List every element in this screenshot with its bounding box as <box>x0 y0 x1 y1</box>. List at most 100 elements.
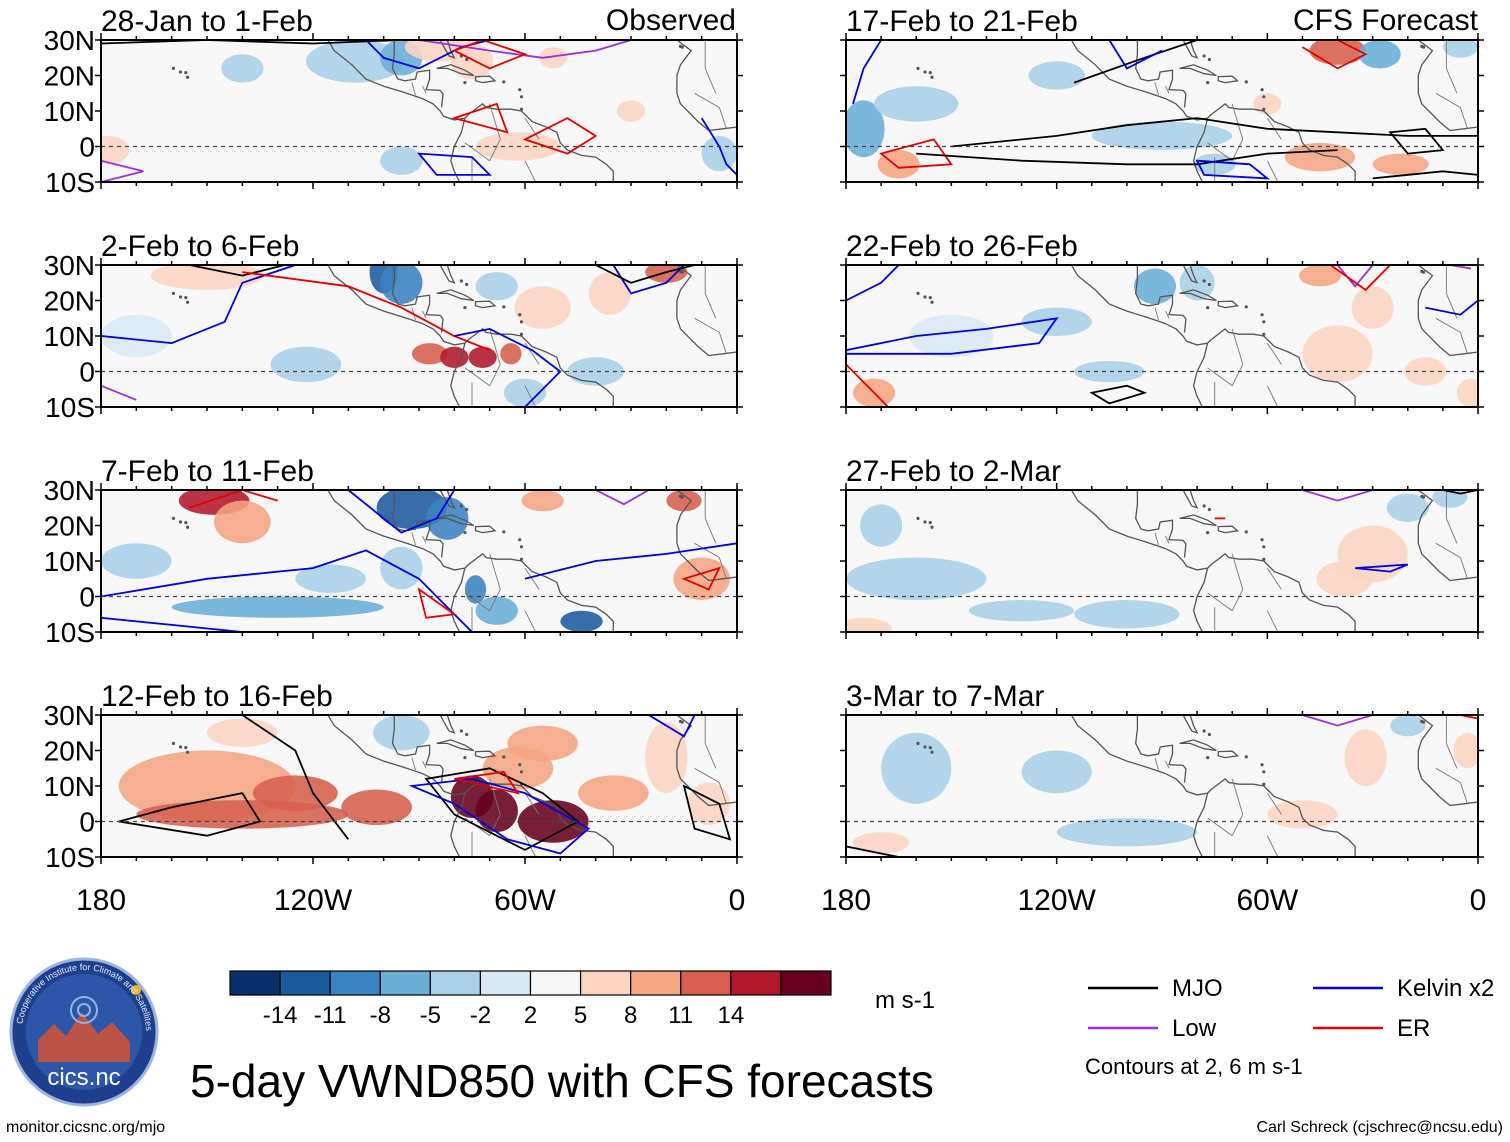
anomaly-shading <box>521 490 564 512</box>
lat-label: 10N <box>44 96 95 127</box>
colorbar-swatch <box>529 970 582 996</box>
anomaly-shading <box>440 346 469 368</box>
wave-contour <box>452 40 528 70</box>
anomaly-shading <box>1316 561 1373 597</box>
legend-label: ER <box>1397 1015 1430 1042</box>
anomaly-shading <box>507 725 578 762</box>
wave-contour <box>681 566 722 591</box>
anomaly-shading <box>1133 268 1177 305</box>
anomaly-shading <box>514 286 571 329</box>
panel-label: 3-Mar to 7-Mar <box>846 680 1044 713</box>
wave-contour <box>682 784 732 841</box>
lon-label: 120W <box>274 884 353 917</box>
lat-label: 10N <box>44 546 95 577</box>
anomaly-shading <box>1358 40 1401 69</box>
anomaly-shading <box>881 732 952 804</box>
wave-contour <box>417 587 457 619</box>
anomaly-shading <box>1267 800 1338 829</box>
colorbar-swatch <box>429 970 482 996</box>
anomaly-shading <box>1298 265 1342 287</box>
anomaly-shading <box>846 100 885 158</box>
wave-contour <box>595 490 650 506</box>
wave-contour <box>1329 265 1391 292</box>
lon-label: 180 <box>821 884 871 917</box>
wave-contour <box>454 770 520 795</box>
map-panel: 17-Feb to 21-Feb <box>840 5 1484 189</box>
colorbar-units: m s-1 <box>875 987 935 1014</box>
wave-contour <box>1336 265 1374 288</box>
anomaly-shading <box>578 775 649 811</box>
anomaly-shading <box>673 557 730 601</box>
wave-contour <box>1302 490 1373 502</box>
wave-contour <box>101 384 137 401</box>
wave-contour <box>1195 159 1271 180</box>
anomaly-shading <box>560 610 603 632</box>
legend: MJO Kelvin x2 Low ER <box>1088 975 1494 1042</box>
wave-contour <box>1108 40 1163 70</box>
anomaly-shading <box>567 357 624 386</box>
anomaly-shading <box>1253 93 1282 115</box>
wave-contour <box>451 102 509 134</box>
wave-contour <box>1073 40 1198 84</box>
colorbar-tick-label: 11 <box>668 1002 693 1029</box>
lat-label: 20N <box>44 736 95 767</box>
map-panel: 22-Feb to 26-Feb <box>840 230 1484 414</box>
anomaly-shading <box>101 543 172 579</box>
colorbar-swatch <box>730 970 782 996</box>
wave-contour <box>852 40 882 105</box>
wave-contour <box>648 715 696 738</box>
anomaly-shading <box>877 150 920 179</box>
lon-label: 0 <box>729 884 746 917</box>
anomaly-shading <box>214 500 271 544</box>
anomaly-shading <box>475 272 518 301</box>
legend-note: Contours at 2, 6 m s-1 <box>1085 1054 1303 1079</box>
panel-label: 12-Feb to 16-Feb <box>101 680 333 713</box>
wave-contour <box>101 40 402 45</box>
lat-label: 30N <box>44 25 95 56</box>
coastlines <box>916 265 1478 407</box>
wave-contour <box>347 490 456 534</box>
panel-label: 7-Feb to 11-Feb <box>101 455 314 488</box>
wave-contour <box>1302 715 1373 727</box>
wave-contour <box>189 490 278 509</box>
wave-contour <box>408 777 591 855</box>
colorbar-swatch <box>579 970 632 996</box>
wave-contour <box>1301 40 1368 70</box>
anomaly-shading <box>468 346 497 368</box>
anomaly-shading <box>846 617 892 632</box>
lat-label: 0 <box>79 807 95 838</box>
anomaly-shading <box>101 135 130 165</box>
wave-contour <box>522 117 598 155</box>
legend-label: Kelvin x2 <box>1397 975 1494 1002</box>
anomaly-shading <box>450 43 494 80</box>
wave-contour <box>1089 384 1148 405</box>
anomaly-shading <box>517 800 589 843</box>
anomaly-shading <box>666 490 702 512</box>
figure-title: 5-day VWND850 with CFS forecasts <box>190 1055 934 1107</box>
anomaly-shading <box>341 789 412 826</box>
wave-contour <box>1355 563 1409 573</box>
logo-label: cics.nc <box>47 1064 120 1091</box>
lon-label: 0 <box>1470 884 1487 917</box>
anomaly-shading <box>701 135 737 172</box>
wave-contour <box>242 271 491 352</box>
anomaly-shading <box>1456 378 1478 407</box>
colorbar-tick-label: 5 <box>574 1002 587 1029</box>
anomaly-shading <box>150 265 264 290</box>
wave-contour <box>101 265 296 345</box>
wave-contour <box>101 159 144 182</box>
colorbar-swatch <box>680 970 732 996</box>
colorbar-swatch <box>329 970 381 996</box>
anomaly-shading <box>968 600 1075 622</box>
panel-label: 28-Jan to 1-Feb <box>101 5 313 38</box>
anomaly-shading <box>1344 729 1387 786</box>
lat-label: 10S <box>45 392 95 423</box>
wave-contour <box>416 152 492 176</box>
anomaly-shading <box>475 596 518 625</box>
anomaly-shading <box>1056 817 1198 847</box>
colorbar-tick-label: -11 <box>314 1002 347 1029</box>
